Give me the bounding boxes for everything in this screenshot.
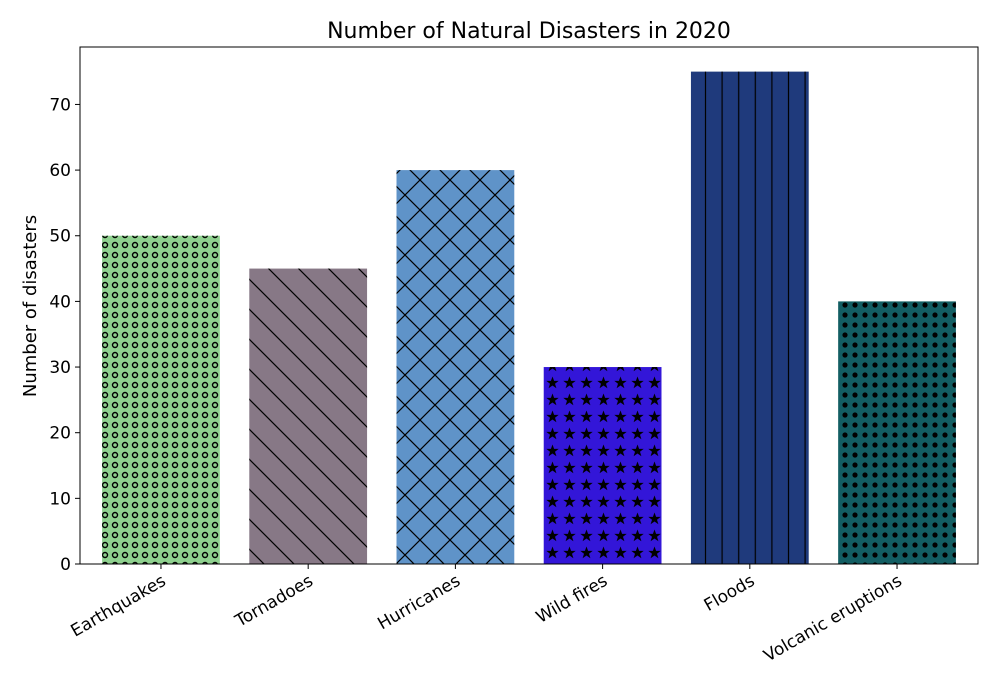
bar-hatch-hurricanes bbox=[396, 170, 515, 564]
y-tick-label: 40 bbox=[49, 292, 71, 312]
y-axis: 0 10 20 30 40 50 60 70 bbox=[49, 95, 80, 575]
y-tick-label: 10 bbox=[49, 489, 71, 509]
y-tick-label: 60 bbox=[49, 161, 71, 181]
x-tick-label-earthquakes: Earthquakes bbox=[68, 571, 170, 641]
y-tick-label: 30 bbox=[49, 358, 71, 378]
bar-hatch-floods bbox=[690, 71, 809, 564]
x-tick-label-hurricanes: Hurricanes bbox=[374, 571, 464, 634]
x-tick-label-floods: Floods bbox=[701, 571, 759, 616]
bar-hatch-tornadoes bbox=[249, 268, 368, 564]
y-tick-label: 20 bbox=[49, 424, 71, 444]
chart-title: Number of Natural Disasters in 2020 bbox=[327, 19, 731, 44]
x-tick-label-wild-fires: Wild fires bbox=[533, 571, 611, 628]
bar-hatch-earthquakes bbox=[102, 235, 220, 564]
bar-hatch-wild-fires bbox=[543, 367, 662, 564]
bar-hatch-volcanic-eruptions bbox=[838, 301, 956, 564]
y-tick-label: 70 bbox=[49, 95, 71, 115]
y-tick-label: 0 bbox=[60, 555, 71, 575]
plot-frame bbox=[79, 46, 979, 565]
x-tick-label-tornadoes: Tornadoes bbox=[231, 571, 317, 632]
x-tick-label-volcanic-eruptions: Volcanic eruptions bbox=[761, 571, 906, 666]
y-axis-label: Number of disasters bbox=[20, 215, 41, 397]
y-tick-label: 50 bbox=[49, 227, 71, 247]
bar-group bbox=[102, 71, 956, 564]
x-axis: Earthquakes Tornadoes Hurricanes Wild fires… bbox=[68, 564, 906, 666]
